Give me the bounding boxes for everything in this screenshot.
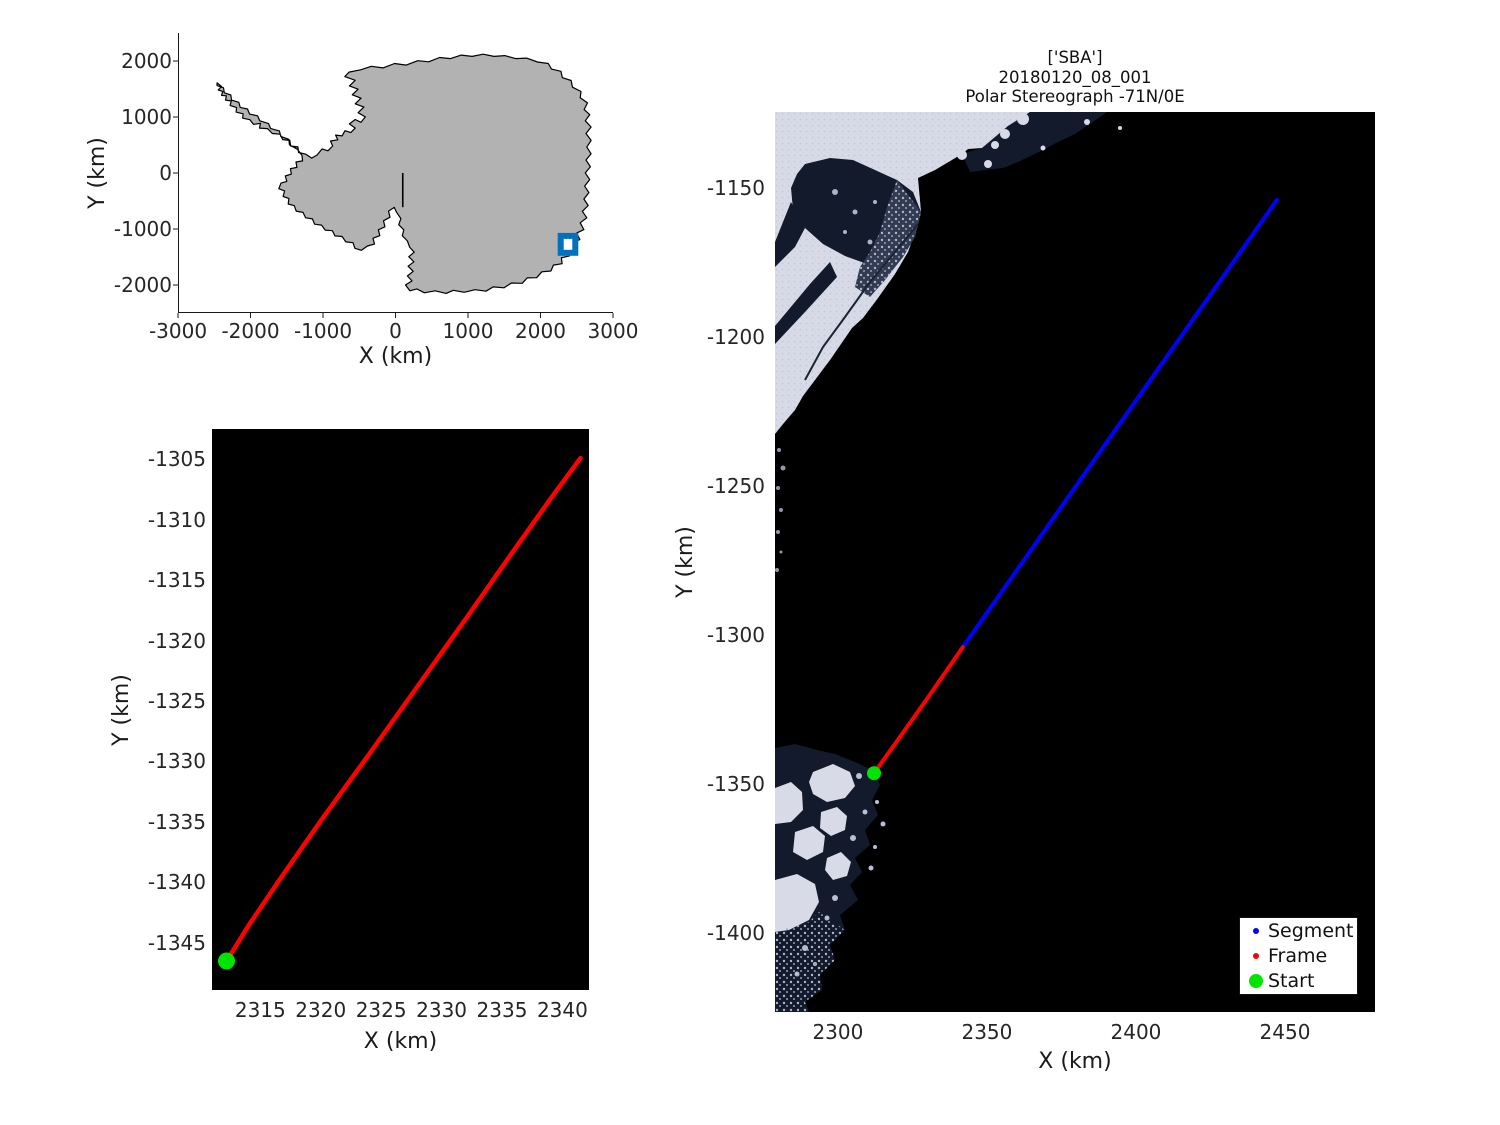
tick-label: -1310: [147, 507, 206, 532]
main-satellite-plot: [775, 112, 1375, 1012]
track-line: [960, 197, 1279, 650]
satellite-image-canvas: [775, 112, 1375, 1012]
detail-track-canvas: [212, 429, 589, 990]
tick-label: -1335: [147, 809, 206, 834]
tick-label: 2325: [355, 998, 407, 1022]
tick-label: -1300: [706, 623, 765, 648]
tick-label: 2320: [295, 998, 347, 1022]
start-point-marker: [867, 766, 881, 781]
segment-marker-icon: [1252, 927, 1259, 934]
track-line: [224, 455, 583, 964]
tick-label: -1200: [706, 325, 765, 350]
tick-label: 1000: [442, 319, 494, 343]
detail-track-plot: [212, 429, 589, 990]
main-ylabel: Y (km): [673, 526, 698, 598]
overview-map-canvas: [173, 33, 614, 318]
detail-xlabel: X (km): [363, 1029, 438, 1054]
legend-label: Segment: [1268, 919, 1354, 942]
region-of-interest-box: [557, 232, 579, 256]
tick-label: 0: [389, 319, 402, 343]
tick-label: 2450: [1259, 1020, 1311, 1044]
sea-ice-imagery: [775, 112, 1122, 1012]
tick-label: -1305: [147, 447, 206, 472]
start-point-marker: [218, 952, 235, 970]
legend-item-frame: Frame: [1240, 943, 1357, 968]
tick-label: -1345: [147, 930, 206, 955]
legend-item-start: Start: [1240, 969, 1357, 994]
legend: Segment Frame Start: [1239, 917, 1358, 995]
tick-label: -1250: [706, 474, 765, 499]
tick-label: -1325: [147, 689, 206, 714]
tick-label: 2330: [416, 998, 468, 1022]
title-line-1: ['SBA']: [1047, 48, 1103, 67]
tick-label: 2340: [536, 998, 588, 1022]
tick-label: -1000: [113, 217, 172, 241]
legend-label: Start: [1268, 970, 1315, 993]
overview-ylabel: Y (km): [85, 137, 110, 209]
axis-spines: [178, 33, 613, 313]
tick-label: 2350: [961, 1020, 1013, 1044]
tick-label: -1350: [706, 772, 765, 797]
tick-label: 2335: [476, 998, 528, 1022]
legend-label: Frame: [1268, 944, 1328, 967]
antarctica-landmass: [216, 53, 592, 294]
tick-label: -1320: [147, 628, 206, 653]
tick-label: -3000: [148, 319, 208, 343]
tick-label: -1340: [147, 870, 206, 895]
tick-label: -1315: [147, 568, 206, 593]
track-line: [872, 645, 965, 776]
legend-item-segment: Segment: [1240, 918, 1357, 943]
overview-map-plot: [173, 33, 614, 318]
overview-xlabel: X (km): [358, 344, 433, 369]
tick-label: 2000: [515, 319, 566, 343]
tick-label: 2400: [1110, 1020, 1162, 1044]
main-xlabel: X (km): [1038, 1049, 1112, 1074]
title-line-2: 20180120_08_001: [998, 67, 1152, 87]
tick-label: -1400: [706, 921, 765, 946]
tick-label: 2000: [121, 49, 172, 73]
tick-label: 2315: [234, 998, 286, 1022]
tick-label: 2300: [812, 1020, 864, 1044]
plot-title: ['SBA'] 20180120_08_001 Polar Stereograp…: [775, 48, 1375, 107]
frame-marker-icon: [1252, 952, 1259, 959]
tick-label: 3000: [587, 319, 639, 343]
tick-label: -1000: [293, 319, 353, 343]
detail-ylabel: Y (km): [109, 674, 134, 746]
tick-label: -2000: [113, 273, 172, 297]
tick-label: 0: [159, 161, 172, 185]
start-marker-icon: [1248, 974, 1263, 989]
tick-label: -2000: [221, 319, 280, 343]
title-line-3: Polar Stereograph -71N/0E: [965, 87, 1185, 106]
tick-label: 1000: [121, 105, 172, 129]
tick-label: -1330: [147, 749, 206, 774]
tick-label: -1150: [706, 176, 765, 201]
